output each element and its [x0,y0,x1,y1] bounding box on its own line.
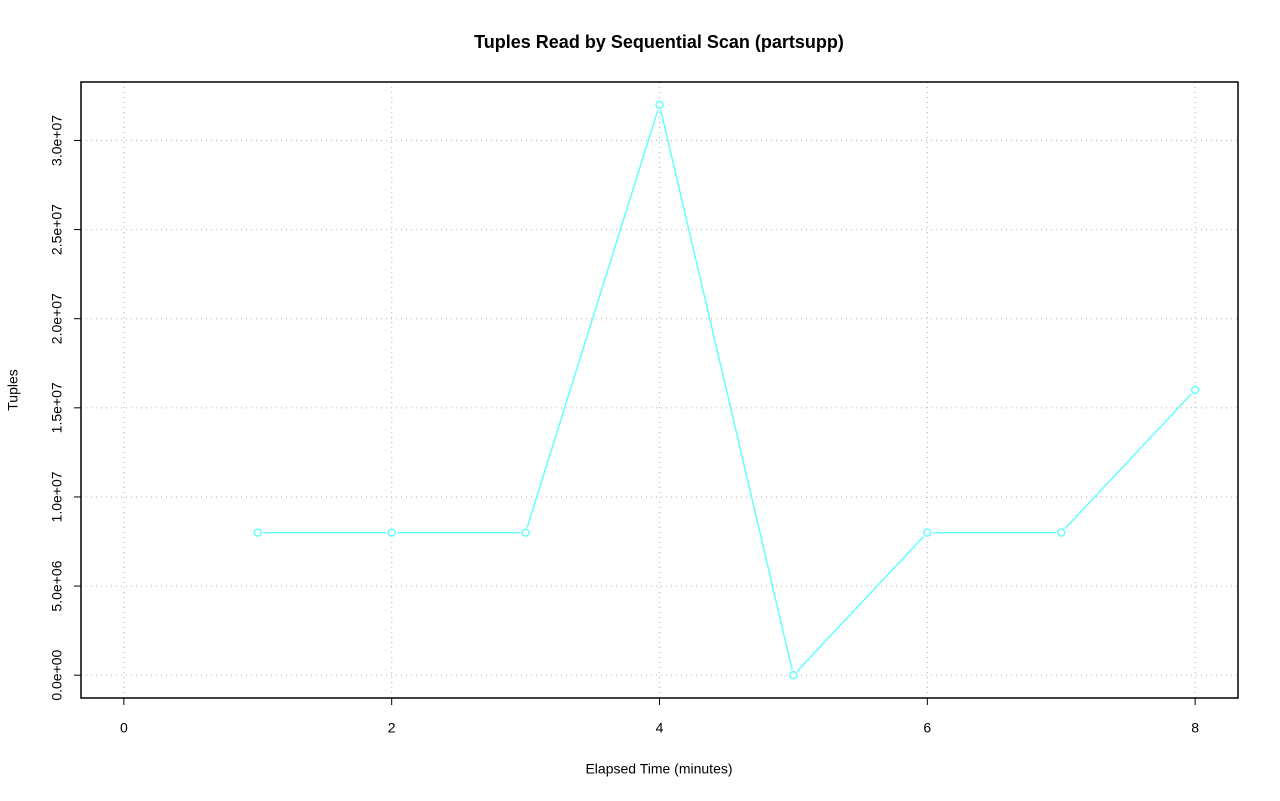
y-tick-label: 1.5e+07 [49,382,65,433]
y-axis-label: Tuples [5,369,21,411]
data-point [253,528,263,537]
x-tick-label: 6 [923,720,931,736]
data-point [923,528,932,537]
x-tick-label: 8 [1191,720,1199,736]
x-axis-label: Elapsed Time (minutes) [585,761,732,777]
chart-title: Tuples Read by Sequential Scan (partsupp… [474,32,844,52]
data-point [655,100,664,110]
x-tick-label: 0 [120,720,128,736]
y-tick-label: 1.0e+07 [49,471,65,522]
y-tick-label: 2.0e+07 [49,293,65,344]
x-tick-label: 2 [388,720,396,736]
y-tick-label: 0.0e+00 [49,649,65,700]
y-tick-label: 5.0e+06 [49,560,65,611]
data-point [1190,385,1200,395]
data-point [789,670,798,680]
data-point [1056,528,1066,537]
x-tick-label: 4 [656,720,664,736]
data-point [387,528,396,537]
data-point [521,528,530,537]
y-tick-label: 3.0e+07 [49,115,65,166]
series-line [257,101,1196,677]
y-tick-label: 2.5e+07 [49,204,65,255]
plot-border [80,81,1239,699]
